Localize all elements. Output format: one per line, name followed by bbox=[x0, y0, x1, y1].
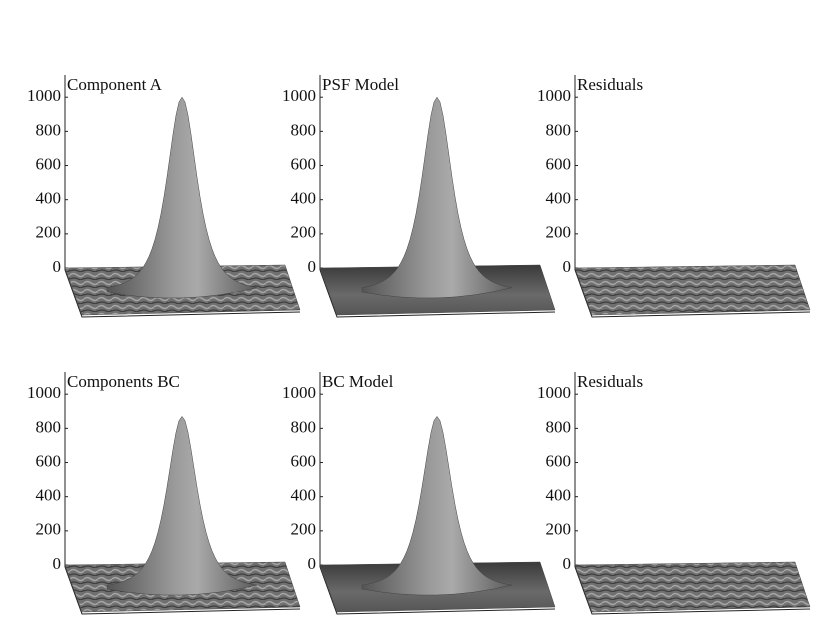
z-tick-label: 800 bbox=[291, 120, 317, 139]
z-tick-label: 0 bbox=[308, 554, 317, 573]
z-tick-label: 200 bbox=[546, 223, 572, 242]
box-edge bbox=[319, 269, 556, 318]
panel-title: Component A bbox=[67, 75, 163, 94]
z-tick-label: 1000 bbox=[27, 86, 61, 105]
panel-title: Residuals bbox=[577, 75, 643, 94]
z-tick-label: 400 bbox=[36, 189, 62, 208]
panel-title: BC Model bbox=[322, 372, 394, 391]
base-plane bbox=[574, 264, 811, 316]
z-tick-label: 1000 bbox=[27, 383, 61, 402]
z-tick-label: 800 bbox=[546, 417, 572, 436]
z-tick-label: 1000 bbox=[537, 383, 571, 402]
z-tick-label: 0 bbox=[563, 257, 572, 276]
box-edge bbox=[319, 566, 556, 615]
z-tick-label: 200 bbox=[36, 520, 62, 539]
z-tick-label: 400 bbox=[546, 486, 572, 505]
z-tick-label: 200 bbox=[36, 223, 62, 242]
peak-surface bbox=[106, 96, 258, 299]
z-tick-label: 200 bbox=[291, 520, 317, 539]
box-edge bbox=[574, 269, 811, 318]
z-tick-label: 600 bbox=[546, 154, 572, 173]
z-tick-label: 600 bbox=[36, 154, 62, 173]
box-edge bbox=[64, 269, 301, 318]
box-edge bbox=[574, 566, 811, 615]
z-tick-label: 0 bbox=[53, 554, 62, 573]
base-plane bbox=[574, 561, 811, 613]
z-tick-label: 1000 bbox=[282, 86, 316, 105]
z-tick-label: 800 bbox=[36, 417, 62, 436]
z-tick-label: 1000 bbox=[537, 86, 571, 105]
z-tick-label: 800 bbox=[546, 120, 572, 139]
z-tick-label: 600 bbox=[291, 451, 317, 470]
z-tick-label: 0 bbox=[563, 554, 572, 573]
panel-title: PSF Model bbox=[322, 75, 399, 94]
peak-surface bbox=[361, 415, 513, 596]
z-tick-label: 400 bbox=[291, 486, 317, 505]
z-tick-label: 200 bbox=[291, 223, 317, 242]
z-tick-label: 800 bbox=[36, 120, 62, 139]
z-tick-label: 200 bbox=[546, 520, 572, 539]
z-tick-label: 600 bbox=[546, 451, 572, 470]
z-tick-label: 400 bbox=[291, 189, 317, 208]
z-tick-label: 800 bbox=[291, 417, 317, 436]
panel-title: Residuals bbox=[577, 372, 643, 391]
peak-surface bbox=[361, 96, 513, 299]
box-edge bbox=[64, 566, 301, 615]
z-tick-label: 1000 bbox=[282, 383, 316, 402]
z-tick-label: 400 bbox=[546, 189, 572, 208]
panel-title: Components BC bbox=[67, 372, 180, 391]
z-tick-label: 600 bbox=[36, 451, 62, 470]
z-tick-label: 400 bbox=[36, 486, 62, 505]
z-tick-label: 600 bbox=[291, 154, 317, 173]
z-tick-label: 0 bbox=[308, 257, 317, 276]
z-tick-label: 0 bbox=[53, 257, 62, 276]
peak-surface bbox=[106, 415, 258, 596]
